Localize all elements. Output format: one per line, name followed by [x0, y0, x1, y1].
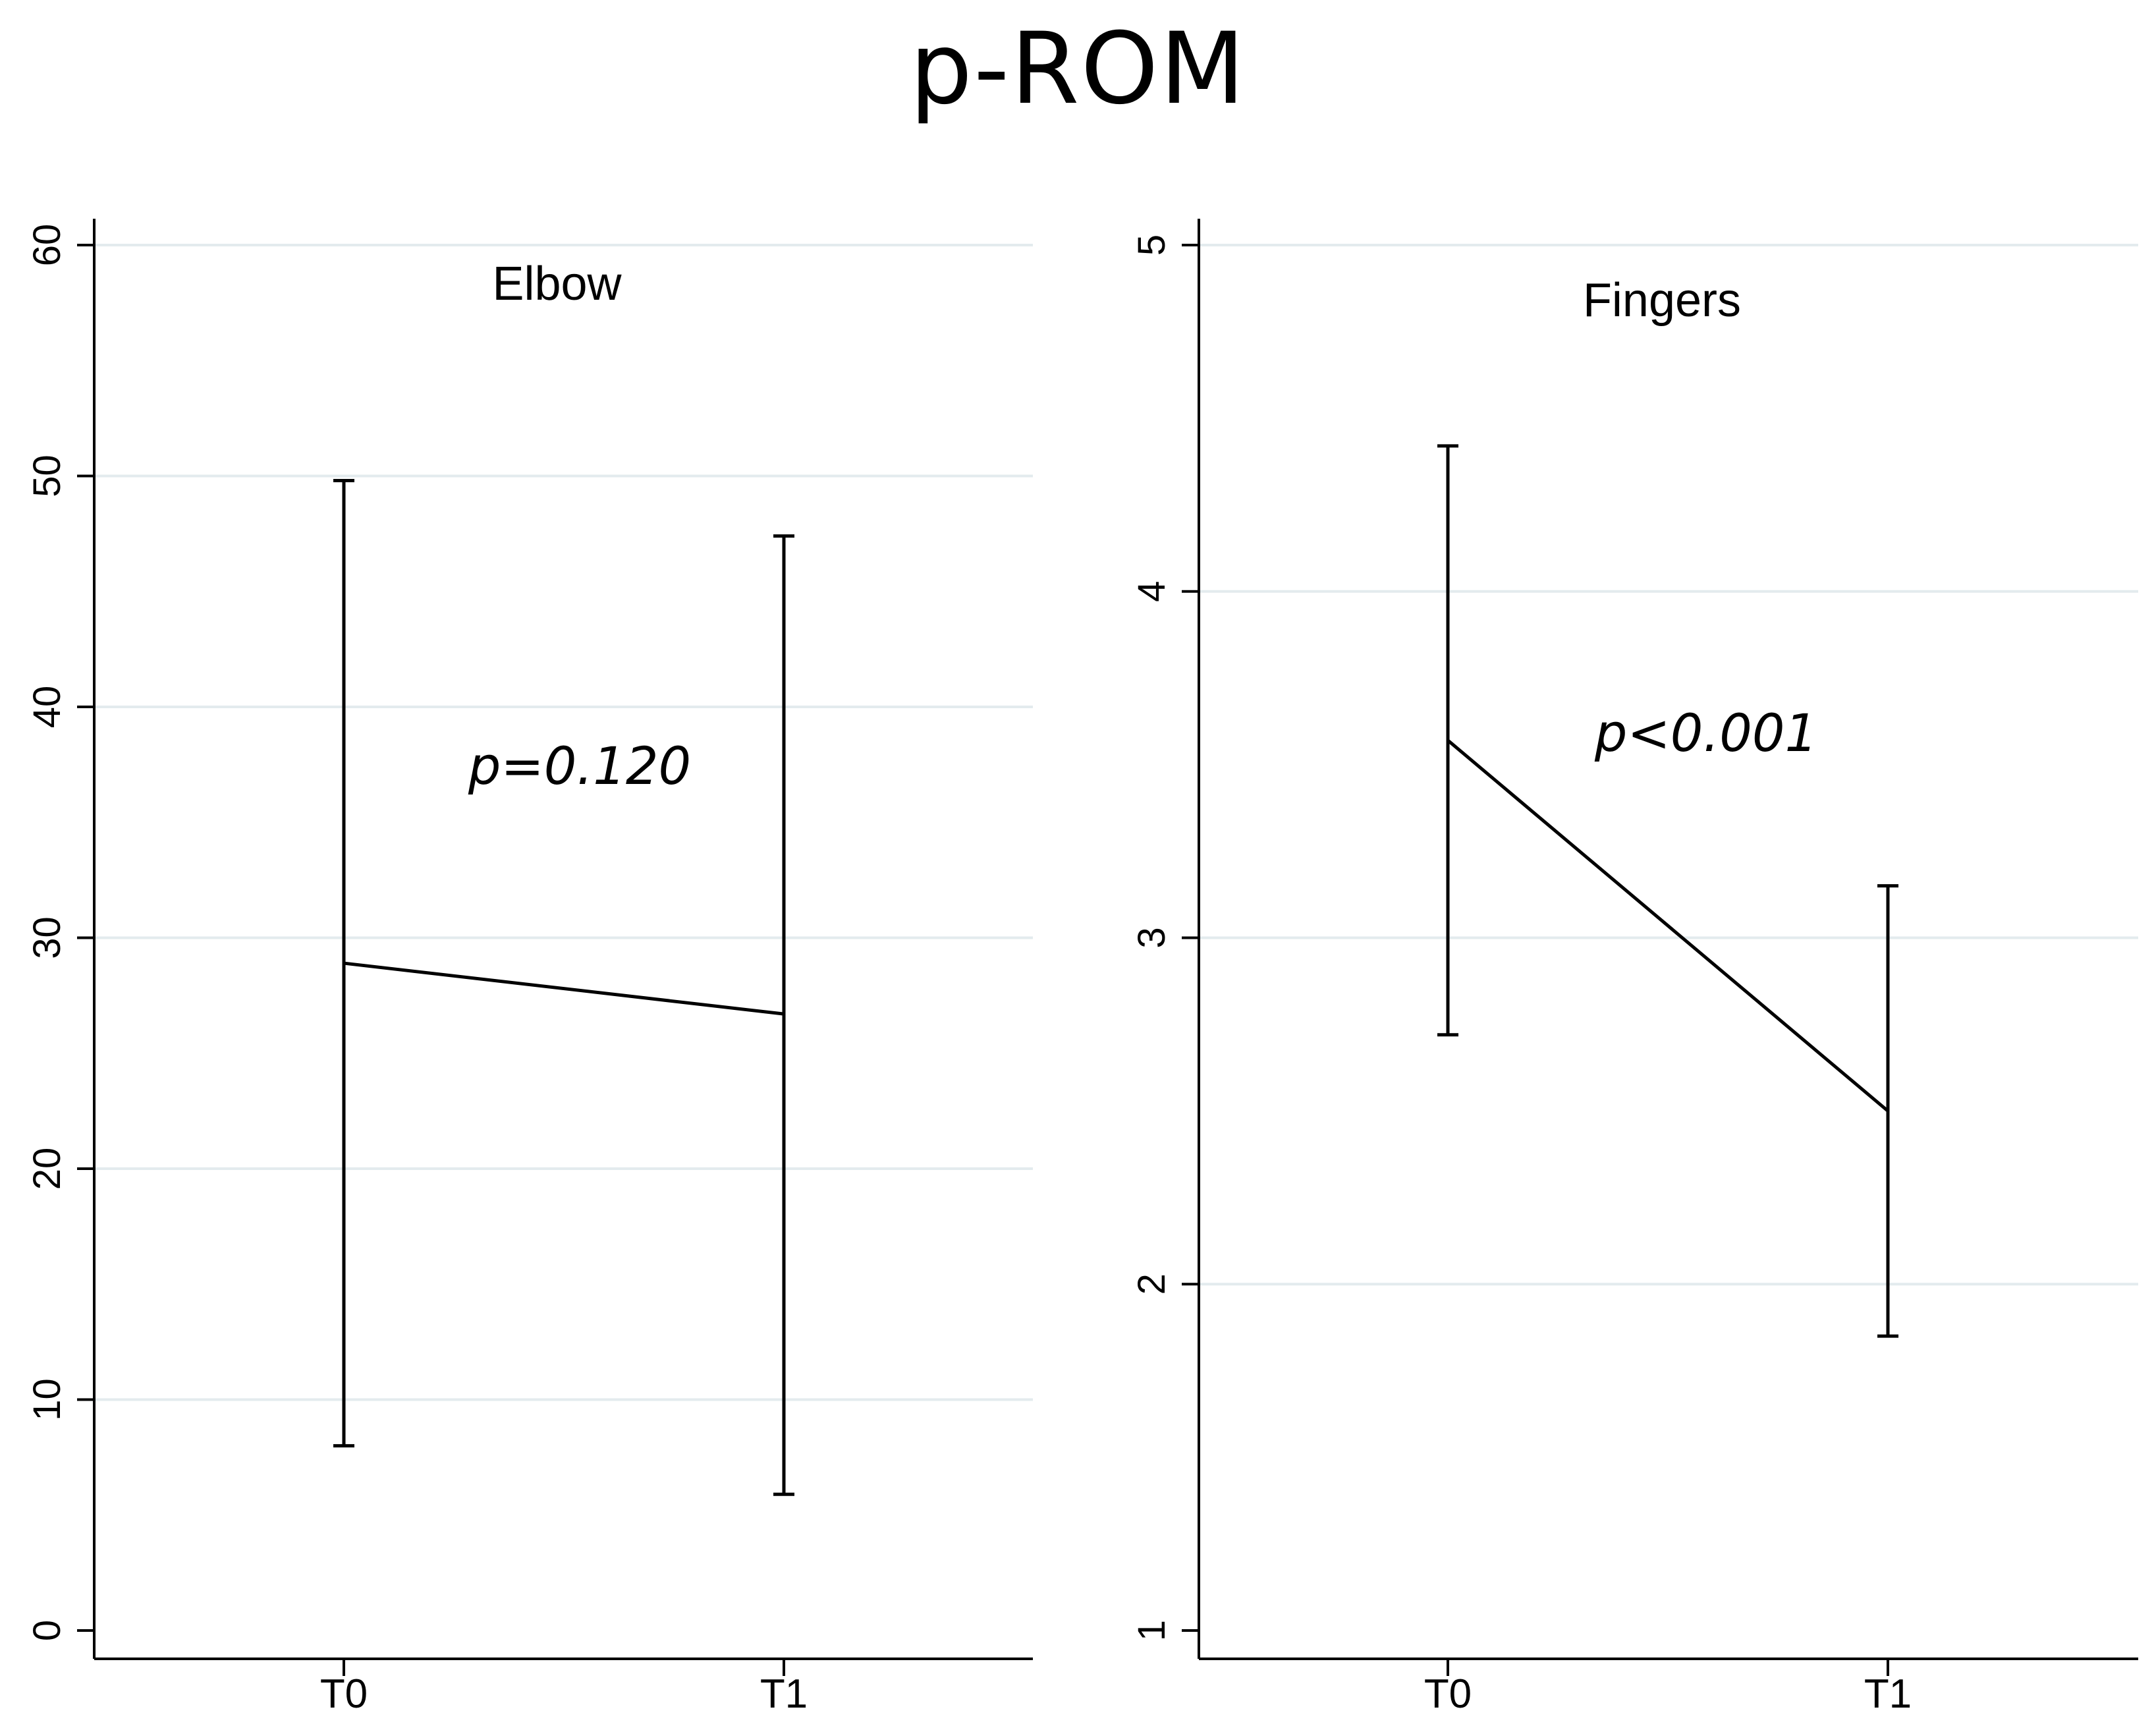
y-tick-label: 20 [26, 1148, 69, 1190]
chart-fingers: 1 2 3 4 5 T0 T1 Fingers p<0.001 [1130, 219, 2138, 1717]
p-value-annotation: p=0.120 [468, 737, 691, 796]
mean-line [1447, 739, 1889, 1113]
y-tick-label: 40 [26, 686, 69, 729]
y-tick-label: 10 [26, 1378, 69, 1421]
panel-title: Fingers [1583, 274, 1741, 327]
y-tick-label: 30 [26, 916, 69, 959]
y-tick-label: 5 [1130, 235, 1173, 256]
y-tick-label: 50 [26, 455, 69, 497]
y-tick-label: 0 [26, 1620, 69, 1641]
y-tick-label: 60 [26, 224, 69, 267]
y-tick-label: 3 [1130, 927, 1173, 948]
mean-line [343, 961, 785, 1016]
y-tick-label: 2 [1130, 1273, 1173, 1295]
x-tick-label: T1 [1864, 1671, 1912, 1717]
y-tick-label: 1 [1130, 1620, 1173, 1641]
x-tick-label: T0 [320, 1671, 368, 1717]
figure-title: p-ROM [909, 12, 1247, 126]
x-tick-label: T1 [760, 1671, 808, 1717]
y-tick-label: 4 [1130, 581, 1173, 602]
x-tick-label: T0 [1424, 1671, 1472, 1717]
chart-elbow: 0 10 20 30 40 50 60 T0 T1 Elbow p=0.120 [26, 219, 1033, 1717]
panel-title: Elbow [492, 258, 622, 310]
p-value-annotation: p<0.001 [1594, 704, 1817, 764]
